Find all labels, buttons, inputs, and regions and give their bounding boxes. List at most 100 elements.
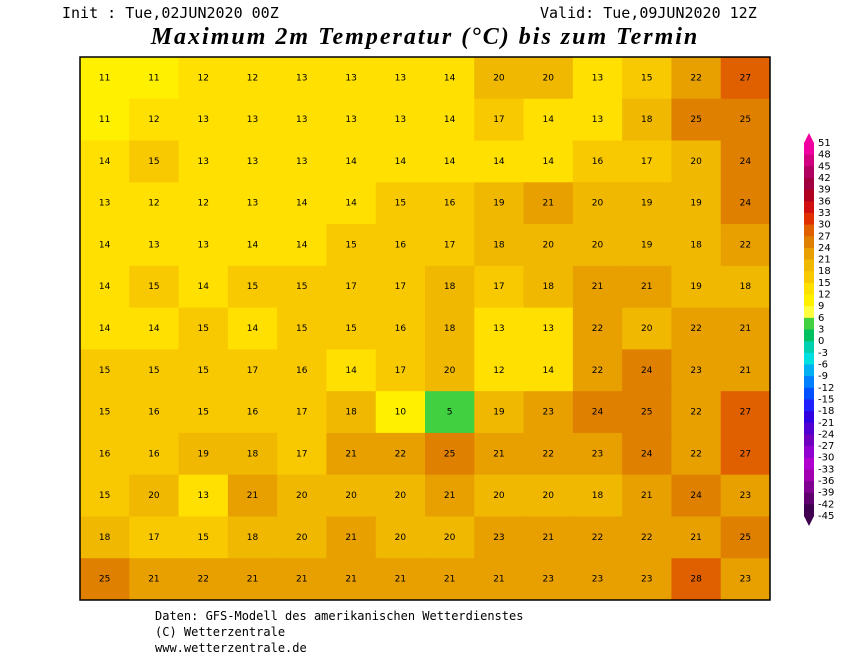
temperature-value: 21: [345, 575, 356, 585]
temperature-value: 14: [345, 199, 357, 209]
temperature-cell: [474, 182, 525, 225]
temperature-value: 19: [197, 449, 209, 459]
temperature-value: 15: [99, 408, 110, 418]
colorbar-segment: [804, 422, 814, 435]
temperature-cell: [720, 98, 771, 142]
colorbar-segment: [804, 259, 814, 272]
init-label: Init : Tue,02JUN2020 00Z: [62, 4, 279, 22]
colorbar-label: 51: [818, 138, 831, 149]
map-title: Maximum 2m Temperatur (°C) bis zum Termi…: [150, 24, 700, 50]
temperature-value: 11: [99, 115, 110, 125]
colorbar-label: -33: [818, 464, 834, 475]
temperature-cell: [277, 140, 327, 183]
temperature-cell: [474, 474, 525, 517]
temperature-value: 25: [444, 449, 455, 459]
colorbar-label: 21: [818, 255, 831, 266]
colorbar: 51484542393633302724211815129630-3-6-9-1…: [804, 133, 834, 526]
colorbar-label: -45: [818, 511, 834, 522]
temperature-cell: [375, 57, 426, 100]
temperature-cell: [622, 140, 672, 183]
colorbar-label: 3: [818, 325, 824, 336]
temperature-value: 20: [395, 491, 407, 501]
temperature-cell: [375, 265, 426, 309]
colorbar-segment: [804, 329, 814, 342]
temperature-value: 20: [493, 73, 505, 83]
temperature-cell: [425, 307, 475, 350]
temperature-cell: [474, 140, 525, 183]
temperature-value: 13: [592, 73, 603, 83]
temperature-cell: [375, 182, 426, 225]
temperature-cell: [523, 307, 574, 350]
temperature-value: 17: [493, 282, 504, 292]
colorbar-label: 18: [818, 266, 831, 277]
temperature-value: 22: [690, 324, 701, 334]
colorbar-label: -21: [818, 418, 834, 429]
temperature-cell: [671, 265, 722, 309]
temperature-cell: [178, 432, 229, 476]
temperature-cell: [671, 391, 722, 434]
colorbar-segment: [804, 282, 814, 295]
temperature-value: 20: [444, 366, 456, 376]
temperature-value: 20: [296, 491, 308, 501]
temperature-value: 25: [641, 408, 652, 418]
temperature-value: 20: [542, 240, 554, 250]
colorbar-segment: [804, 317, 814, 330]
temperature-value: 17: [395, 366, 406, 376]
temperature-value: 19: [493, 408, 505, 418]
temperature-cell: [572, 558, 623, 601]
colorbar-segment: [804, 294, 814, 307]
temperature-value: 23: [493, 533, 504, 543]
temperature-value: 15: [148, 282, 159, 292]
temperature-value: 13: [296, 115, 307, 125]
temperature-cell: [572, 57, 623, 100]
temperature-value: 18: [444, 324, 456, 334]
temperature-cell: [326, 182, 377, 225]
temperature-cell: [178, 349, 229, 392]
temperature-cell: [129, 516, 180, 559]
colorbar-segment: [804, 457, 814, 470]
colorbar-label: 15: [818, 278, 831, 289]
temperature-cell: [227, 224, 278, 267]
temperature-cell: [425, 558, 475, 601]
temperature-cell: [326, 558, 377, 601]
temperature-cell: [572, 474, 623, 517]
temperature-value: 10: [395, 408, 407, 418]
temperature-value: 23: [592, 449, 603, 459]
temperature-value: 13: [296, 73, 307, 83]
temperature-value: 21: [542, 199, 553, 209]
temperature-value: 24: [641, 366, 653, 376]
temperature-cell: [474, 349, 525, 392]
temperature-cell: [326, 516, 377, 559]
temperature-value: 23: [542, 575, 553, 585]
temperature-cell: [277, 474, 327, 517]
temperature-value: 21: [296, 575, 307, 585]
temperature-cell: [474, 558, 525, 601]
temperature-cell: [622, 98, 672, 142]
temperature-cell: [80, 57, 130, 100]
temperature-cell: [572, 98, 623, 142]
temperature-cell: [671, 432, 722, 476]
temperature-cell: [227, 307, 278, 350]
colorbar-label: 39: [818, 185, 831, 196]
temperature-value: 13: [197, 240, 208, 250]
temperature-cell: [622, 57, 672, 100]
colorbar-label: 27: [818, 231, 831, 242]
temperature-cell: [178, 140, 229, 183]
temperature-cell: [129, 98, 180, 142]
temperature-value: 13: [148, 240, 159, 250]
colorbar-segment: [804, 224, 814, 237]
colorbar-label: -36: [818, 476, 834, 487]
temperature-value: 13: [247, 157, 258, 167]
temperature-cell: [572, 224, 623, 267]
colorbar-segment: [804, 492, 814, 505]
temperature-value: 27: [740, 408, 751, 418]
temperature-cell: [720, 307, 771, 350]
colorbar-segment: [804, 481, 814, 494]
colorbar-label: -15: [818, 394, 834, 405]
temperature-value: 20: [148, 491, 160, 501]
colorbar-label: 42: [818, 173, 831, 184]
temperature-cell: [129, 140, 180, 183]
temperature-value: 25: [690, 115, 701, 125]
temperature-value: 22: [740, 240, 751, 250]
temperature-cell: [720, 474, 771, 517]
